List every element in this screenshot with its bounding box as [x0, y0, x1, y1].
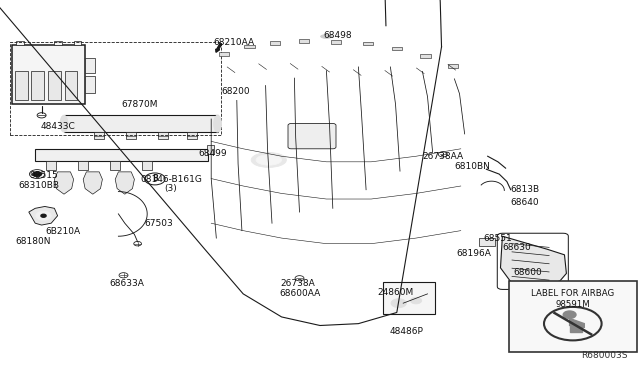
Text: 6B210A: 6B210A	[45, 227, 80, 236]
Text: (3): (3)	[164, 185, 177, 193]
Circle shape	[41, 214, 46, 217]
Text: 68498: 68498	[323, 31, 351, 40]
Text: 68210AA: 68210AA	[213, 38, 254, 47]
Text: 67870M: 67870M	[121, 100, 158, 109]
Ellipse shape	[256, 155, 282, 165]
Text: 68633A: 68633A	[109, 279, 144, 288]
Bar	[10, 42, 221, 135]
Text: 6810BN: 6810BN	[454, 162, 490, 171]
Polygon shape	[570, 318, 584, 328]
Circle shape	[32, 171, 42, 177]
Text: 98591M: 98591M	[556, 300, 590, 309]
Bar	[331, 40, 341, 44]
Polygon shape	[500, 236, 566, 286]
Text: 26738A: 26738A	[280, 279, 315, 288]
Text: 6813B: 6813B	[510, 185, 540, 194]
Text: LABEL FOR AIRBAG: LABEL FOR AIRBAG	[531, 289, 614, 298]
Bar	[94, 132, 104, 139]
Text: 68600AA: 68600AA	[279, 289, 320, 298]
Bar	[65, 71, 77, 100]
Bar	[78, 161, 88, 170]
Polygon shape	[29, 206, 58, 225]
Text: R680003S: R680003S	[580, 351, 627, 360]
Bar	[16, 41, 24, 45]
Ellipse shape	[252, 153, 287, 167]
Bar	[54, 41, 62, 45]
Bar	[64, 115, 218, 132]
Polygon shape	[54, 172, 74, 194]
Bar	[448, 64, 458, 68]
Bar	[187, 132, 197, 139]
Text: 08146-B161G: 08146-B161G	[140, 175, 202, 184]
Text: 68196A: 68196A	[456, 249, 491, 258]
Bar	[85, 76, 95, 93]
Text: 98515: 98515	[29, 171, 58, 180]
Text: 68640: 68640	[511, 198, 539, 207]
FancyBboxPatch shape	[288, 124, 336, 149]
Bar	[15, 71, 28, 100]
Polygon shape	[570, 326, 582, 332]
Text: 67503: 67503	[145, 219, 173, 228]
Text: 68600: 68600	[514, 268, 542, 277]
Bar	[270, 41, 280, 45]
Bar	[126, 132, 136, 139]
Bar	[299, 39, 309, 43]
Bar	[509, 281, 637, 352]
Text: 48433C: 48433C	[40, 122, 75, 131]
Bar	[110, 161, 120, 170]
Text: 48486P: 48486P	[390, 327, 423, 336]
Bar	[48, 71, 61, 100]
FancyArrow shape	[216, 44, 221, 52]
Bar	[244, 45, 255, 48]
Circle shape	[563, 311, 576, 318]
Bar	[12, 45, 85, 104]
Bar	[383, 282, 435, 314]
Text: 68630: 68630	[503, 243, 531, 252]
Bar	[207, 145, 214, 154]
Text: 68310BB: 68310BB	[18, 181, 59, 190]
Text: 68551: 68551	[484, 234, 512, 243]
Text: 26738AA: 26738AA	[422, 153, 463, 161]
Bar	[420, 54, 431, 58]
Circle shape	[410, 297, 422, 304]
Ellipse shape	[321, 35, 332, 38]
Circle shape	[391, 299, 406, 308]
Bar	[219, 52, 229, 56]
Circle shape	[36, 211, 51, 220]
Text: 68200: 68200	[221, 87, 250, 96]
Bar	[74, 41, 81, 45]
Bar	[85, 58, 95, 73]
Text: 68499: 68499	[198, 149, 227, 158]
Bar	[46, 161, 56, 170]
Bar	[479, 238, 495, 246]
Polygon shape	[83, 172, 102, 194]
Text: B: B	[152, 174, 157, 183]
Bar	[35, 149, 208, 161]
Polygon shape	[115, 172, 134, 194]
Text: 24860M: 24860M	[378, 288, 413, 296]
Bar	[392, 46, 402, 50]
Ellipse shape	[60, 115, 68, 132]
Text: 68180N: 68180N	[15, 237, 51, 246]
Bar	[31, 71, 44, 100]
Ellipse shape	[214, 115, 221, 132]
Bar	[158, 132, 168, 139]
Bar	[363, 42, 373, 45]
Bar	[142, 161, 152, 170]
